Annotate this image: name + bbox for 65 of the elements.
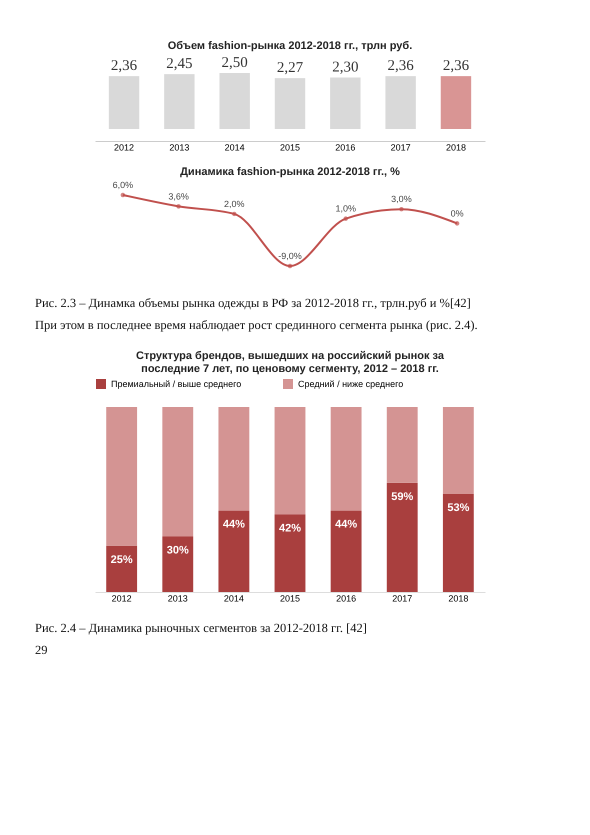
bar [162, 536, 194, 592]
data-label: 2,45 [166, 56, 192, 72]
x-tick-label: 2012 [114, 142, 134, 152]
legend-label: Средний / ниже среднего [298, 379, 404, 389]
x-tick-label: 2018 [446, 142, 466, 152]
x-tick-label: 2013 [169, 142, 190, 152]
bar [386, 482, 418, 592]
data-label: 2,30 [332, 59, 358, 76]
text: При этом в последнее время наблюдает рост срединного сегмента рынка (рис. 2.4). [35, 318, 478, 332]
x-tick-label: 2017 [392, 594, 412, 604]
data-label: 25% [110, 554, 133, 566]
point [399, 206, 404, 212]
bar [106, 546, 138, 592]
bar [330, 510, 362, 592]
point [343, 216, 348, 221]
data-label: 2,27 [276, 60, 304, 76]
x-tick-label: 2012 [112, 594, 132, 604]
data-label: -9,0% [278, 251, 302, 261]
x-tick-label: 2015 [280, 594, 300, 604]
point [454, 221, 460, 226]
bar [386, 407, 418, 483]
bar [330, 407, 362, 511]
bar [442, 494, 474, 592]
data-label: 2,50 [222, 55, 248, 71]
point [120, 192, 126, 198]
x-tick-label: 2014 [224, 142, 245, 152]
x-tick-label: 2017 [390, 142, 411, 152]
bar [274, 514, 306, 592]
data-label: 2,36 [110, 58, 138, 74]
x-tick-label: 2014 [224, 594, 244, 604]
chart-title: Структура брендов, вышедших на российский рынок за последние 7 лет, по ценовому сегменту, 2012 – 2018 гг. [136, 350, 445, 375]
bar [162, 407, 194, 536]
data-label: 59% [391, 490, 414, 503]
data-label: 53% [447, 502, 470, 514]
data-label: 44% [335, 518, 358, 531]
bar [106, 407, 138, 546]
chart-title: Объем fashion-рынка 2012-2018 гг., трлн руб. [168, 40, 412, 52]
bar [218, 407, 250, 511]
text: Рис. 2.4 – Динамика рыночных сегментов за 2012-2018 гг. [42] [35, 621, 367, 635]
bar [442, 407, 474, 494]
x-tick-label: 2016 [336, 594, 356, 604]
data-label: 0% [450, 208, 464, 218]
x-tick-label: 2016 [335, 142, 356, 152]
data-label: 30% [166, 544, 189, 556]
data-label: 42% [278, 522, 302, 534]
bar [274, 407, 306, 514]
legend-label: Премиальный / выше среднего [111, 379, 242, 389]
data-label: 3,0% [391, 194, 412, 204]
bar [218, 510, 250, 592]
data-label: 2,36 [442, 58, 470, 74]
data-label: 2,36 [388, 58, 414, 74]
point [176, 204, 181, 209]
data-label: 44% [222, 518, 246, 531]
point [288, 264, 292, 268]
text: Рис. 2.3 – Динамка объемы рынка одежды в РФ за 2012-2018 гг., трлн.руб и %[42] [35, 296, 471, 310]
x-tick-label: 2013 [168, 594, 188, 604]
point [232, 212, 237, 216]
data-label: 6,0% [112, 180, 134, 190]
x-tick-label: 2015 [280, 142, 300, 152]
data-label: 2,0% [224, 198, 245, 209]
text: 29 [35, 643, 48, 657]
x-tick-label: 2018 [448, 594, 468, 604]
chart-title: Динамика fashion-рынка 2012-2018 гг., % [180, 166, 400, 178]
data-label: 3,6% [168, 191, 189, 202]
data-label: 1,0% [335, 204, 356, 214]
